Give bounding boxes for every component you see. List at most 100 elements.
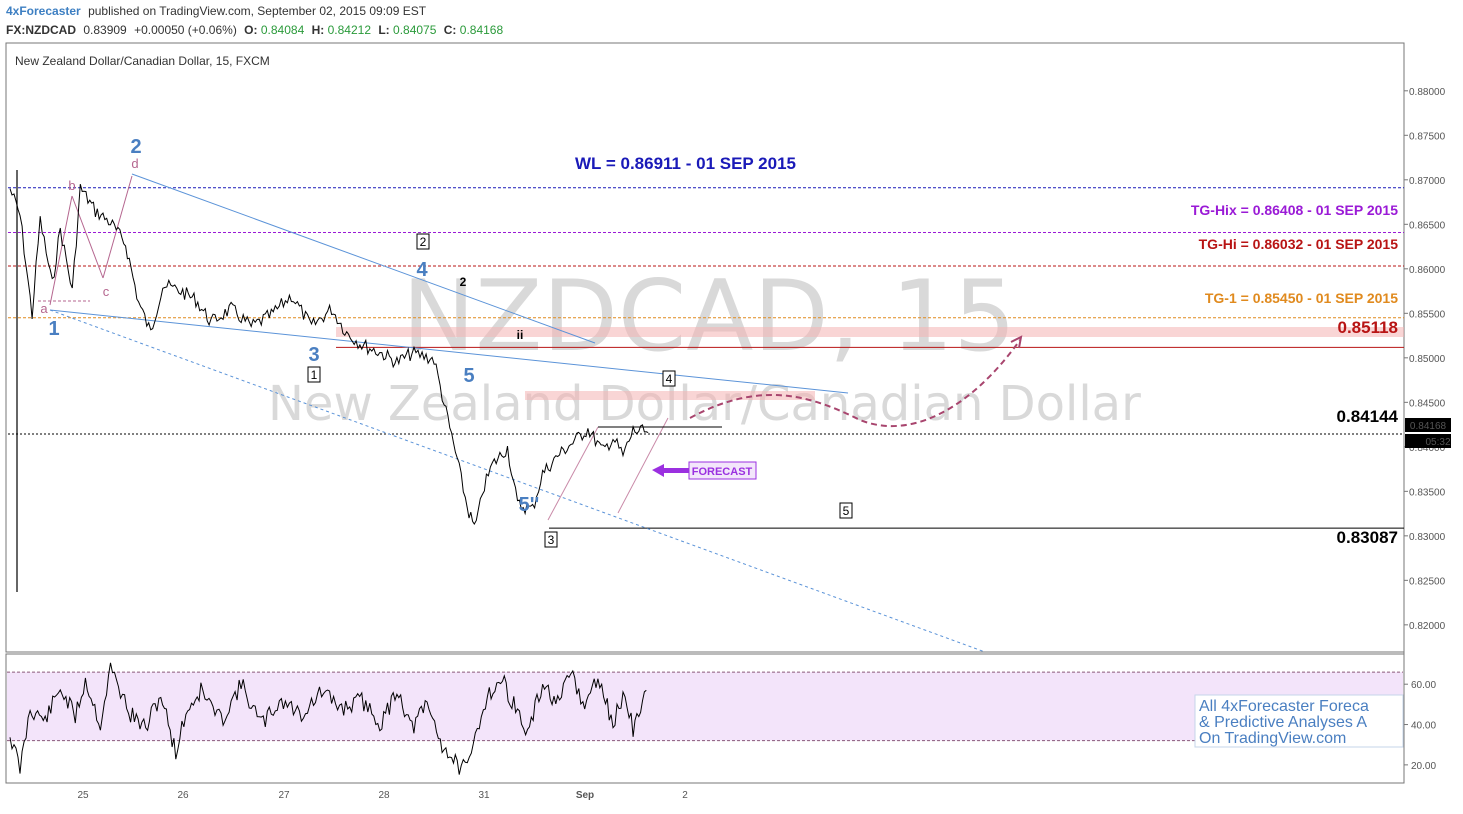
price-tick-label: 0.84500 — [1409, 398, 1446, 409]
close-value: 0.84168 — [460, 23, 504, 37]
open-label: O: — [244, 23, 257, 37]
tg1-label: TG-1 = 0.85450 - 01 SEP 2015 — [1205, 290, 1398, 306]
trend-up-2 — [617, 417, 669, 514]
promo-line-1[interactable]: All 4xForecaster Foreca — [1199, 698, 1369, 715]
forecast-label: FORECAST — [692, 466, 753, 478]
wave-label-sub-2: 2 — [460, 275, 467, 289]
open-value: 0.84084 — [261, 23, 305, 37]
price-tick-label: 0.83500 — [1409, 487, 1446, 498]
lower-trend-line — [49, 309, 849, 394]
high-value: 0.84212 — [328, 23, 372, 37]
rsi-series — [7, 662, 1403, 775]
wave-label-5: 5 — [463, 365, 474, 387]
support-label: 0.83087 — [1337, 528, 1398, 547]
time-tick-label: 31 — [478, 790, 490, 801]
box-5 — [839, 502, 853, 519]
wave-label-3: 3 — [308, 344, 319, 366]
price-tick-label: 0.87500 — [1409, 131, 1446, 142]
pane-title: New Zealand Dollar/Canadian Dollar, 15, … — [15, 54, 270, 68]
high-label: H: — [312, 23, 325, 37]
forecast-curve — [689, 339, 1021, 428]
rsi-tick-label: 40.00 — [1411, 721, 1436, 732]
rsi-line — [9, 662, 647, 775]
promo-box — [1194, 694, 1404, 748]
symbol: FX:NZDCAD — [6, 23, 76, 37]
wave-label-2: 2 — [130, 136, 141, 158]
forecast-arrow-icon — [652, 464, 690, 477]
pivot-label: 0.84144 — [1337, 407, 1399, 426]
price-tick-label: 0.88000 — [1409, 87, 1446, 98]
price-tick-label: 0.82500 — [1409, 576, 1446, 587]
wave-c-line — [71, 195, 104, 279]
rsi-tick-label: 20.00 — [1411, 761, 1436, 772]
price-line — [9, 183, 649, 525]
promo-line-2[interactable]: & Predictive Analyses A — [1199, 714, 1367, 731]
wave-label-a: a — [40, 301, 48, 316]
box-label-5: 5 — [843, 504, 850, 518]
price-tick-label: 0.83000 — [1409, 532, 1446, 543]
wave-d-line — [102, 175, 133, 279]
header-line-2: FX:NZDCAD 0.83909 +0.00050 (+0.06%) O: 0… — [6, 23, 503, 37]
wave-label-b: b — [68, 178, 75, 193]
forecast-path — [689, 335, 1023, 428]
wave-label-d: d — [131, 156, 138, 171]
wl-label: WL = 0.86911 - 01 SEP 2015 — [575, 154, 796, 173]
resistance-zone-lower — [525, 391, 815, 400]
forecast-arrowhead-icon — [1010, 335, 1023, 349]
publisher-name[interactable]: 4xForecaster — [6, 4, 81, 18]
box-label-2: 2 — [420, 235, 427, 249]
price-tick-label: 0.86000 — [1409, 265, 1446, 276]
upper-trend-line — [131, 173, 596, 344]
time-tick-label: 25 — [77, 790, 89, 801]
published-text: published on TradingView.com, September … — [88, 4, 427, 18]
box-1 — [307, 366, 321, 383]
price-tick-label: 0.84000 — [1409, 443, 1446, 454]
box-2 — [416, 233, 430, 250]
wave-label-c: c — [103, 284, 110, 299]
close-label: C: — [444, 23, 457, 37]
time-tick-label: 2 — [682, 790, 688, 801]
price-tick-label: 0.86500 — [1409, 220, 1446, 231]
wave-b-line — [49, 195, 73, 306]
watermark-name: New Zealand Dollar/Canadian Dollar — [268, 376, 1141, 432]
resistance-zone-upper — [336, 327, 1404, 337]
price-tick-label: 0.87000 — [1409, 176, 1446, 187]
forecast-box — [688, 461, 757, 480]
resistance-zones — [336, 327, 1404, 400]
last-price: 0.83909 — [83, 23, 127, 37]
box-4 — [662, 370, 676, 387]
rsi-band — [7, 672, 1403, 741]
price-tick-label: 0.82000 — [1409, 621, 1446, 632]
channel-line-dashed — [49, 309, 986, 653]
low-label: L: — [378, 23, 389, 37]
level-lines — [8, 187, 1404, 529]
time-tick-label: 27 — [278, 790, 290, 801]
price-badge — [1405, 418, 1451, 432]
rsi-tick-label: 60.00 — [1411, 680, 1436, 691]
price-tick-label: 0.85000 — [1409, 354, 1446, 365]
time-tick-label: 28 — [378, 790, 390, 801]
price-badge-text: 0.84168 — [1410, 421, 1447, 432]
resistance-label: 0.85118 — [1337, 318, 1398, 337]
change: +0.00050 (+0.06%) — [134, 23, 237, 37]
trend-lines — [38, 173, 986, 653]
low-value: 0.84075 — [393, 23, 437, 37]
box-label-4: 4 — [666, 372, 673, 386]
price-tick-label: 0.85500 — [1409, 309, 1446, 320]
time-tick-label: 26 — [177, 790, 189, 801]
wave-label-ii: ii — [517, 328, 524, 342]
box-3 — [544, 531, 558, 548]
tg-hi-label: TG-Hi = 0.86032 - 01 SEP 2015 — [1199, 236, 1399, 252]
wave-label-4: 4 — [416, 259, 428, 281]
promo-line-3[interactable]: On TradingView.com — [1199, 730, 1346, 747]
watermark-symbol: NZDCAD, 15 — [402, 260, 1016, 374]
header-line-1: 4xForecaster published on TradingView.co… — [6, 4, 427, 18]
trend-up-1 — [547, 426, 599, 521]
price-series — [9, 170, 649, 592]
axes: 0.88000 0.87500 0.87000 0.86500 0.86000 0.855… — [77, 87, 1445, 801]
box-label-1: 1 — [311, 368, 318, 382]
wave-label-1: 1 — [48, 318, 59, 340]
box-label-3: 3 — [548, 533, 555, 547]
time-tick-label: Sep — [576, 790, 594, 801]
